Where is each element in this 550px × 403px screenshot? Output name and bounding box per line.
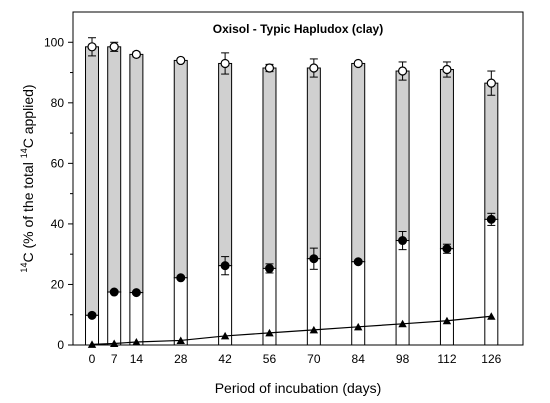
marker-open-circle (309, 63, 319, 73)
bar-lower (351, 261, 366, 346)
y-axis-title-sup2: 14 (19, 148, 29, 158)
y-axis-title: 14C (% of the total 14C applied) (19, 84, 36, 272)
marker-triangle (398, 319, 407, 328)
y-tick-label: 80 (51, 96, 65, 110)
marker-filled-circle (176, 273, 186, 283)
marker-filled-circle (486, 214, 496, 224)
bar-upper (218, 62, 233, 267)
marker-filled-circle (398, 236, 408, 246)
chart-title: Oxisol - Typic Hapludox (clay) (213, 22, 383, 36)
bar-lower (439, 248, 454, 346)
x-tick-label: 14 (130, 352, 144, 366)
marker-open-circle (131, 49, 141, 59)
bar-upper (306, 67, 321, 260)
marker-filled-circle (87, 310, 97, 320)
marker-triangle (487, 312, 496, 320)
marker-triangle (87, 340, 97, 348)
bar-lower (107, 291, 122, 346)
bar-upper (85, 46, 100, 316)
marker-open-circle (397, 66, 408, 76)
marker-filled-circle (353, 257, 363, 267)
bar-upper (439, 69, 454, 250)
x-tick-label: 70 (307, 352, 321, 366)
marker-open-circle (442, 64, 452, 75)
bar-lower (484, 218, 499, 346)
bar-lower (173, 277, 188, 346)
marker-filled-circle (131, 288, 141, 298)
x-tick-label: 7 (111, 352, 118, 366)
y-axis-title-sup1: 14 (19, 263, 29, 273)
chart-marks (85, 37, 499, 348)
marker-filled-circle (309, 254, 319, 264)
marker-filled-circle (220, 261, 230, 271)
marker-open-circle (176, 55, 186, 66)
x-tick-label: 56 (263, 352, 277, 366)
x-tick-label: 84 (352, 352, 366, 366)
bar-lower (395, 240, 410, 346)
y-tick-label: 0 (57, 338, 64, 352)
y-tick-label: 60 (51, 156, 65, 170)
bar-upper (107, 46, 122, 293)
x-tick-label: 0 (89, 352, 96, 366)
bar-upper (484, 82, 499, 220)
marker-open-circle (353, 58, 363, 69)
bar-lower (129, 292, 144, 346)
x-tick-label: 126 (481, 352, 501, 366)
chart-axes: 0 20 40 60 80 100 0 7 14 28 42 56 70 84 98 112 126 (44, 35, 502, 366)
marker-open-circle (87, 42, 97, 52)
marker-open-circle (220, 58, 230, 69)
x-axis-title: Period of incubation (days) (215, 380, 382, 396)
marker-triangle (109, 339, 119, 347)
marker-triangle (132, 337, 141, 346)
plot-frame (72, 11, 524, 346)
bar-upper (395, 70, 410, 242)
marker-filled-circle (109, 287, 119, 297)
marker-triangle (220, 331, 230, 340)
marker-triangle (442, 316, 452, 325)
x-tick-label: 112 (437, 352, 456, 366)
marker-filled-circle (442, 244, 452, 254)
marker-open-circle (109, 42, 119, 52)
x-tick-label: 98 (396, 352, 410, 366)
line-series (91, 315, 492, 345)
marker-triangle (309, 325, 319, 334)
y-axis-title-mid: C (% of the total (20, 158, 36, 262)
marker-open-circle (264, 63, 275, 73)
y-axis-title-end: C applied) (20, 84, 36, 148)
bar-upper (173, 59, 188, 279)
marker-triangle (354, 322, 363, 331)
x-tick-label: 28 (174, 352, 188, 366)
bar-upper (351, 62, 366, 263)
marker-open-circle (486, 78, 496, 88)
y-tick-label: 100 (44, 35, 64, 49)
y-tick-label: 40 (51, 217, 65, 231)
marker-triangle (265, 328, 274, 337)
y-tick-label: 20 (51, 277, 65, 291)
marker-filled-circle (264, 263, 274, 273)
bar-upper (262, 67, 277, 269)
bar-upper (129, 53, 144, 294)
x-tick-label: 42 (218, 352, 232, 366)
marker-triangle (176, 336, 185, 344)
